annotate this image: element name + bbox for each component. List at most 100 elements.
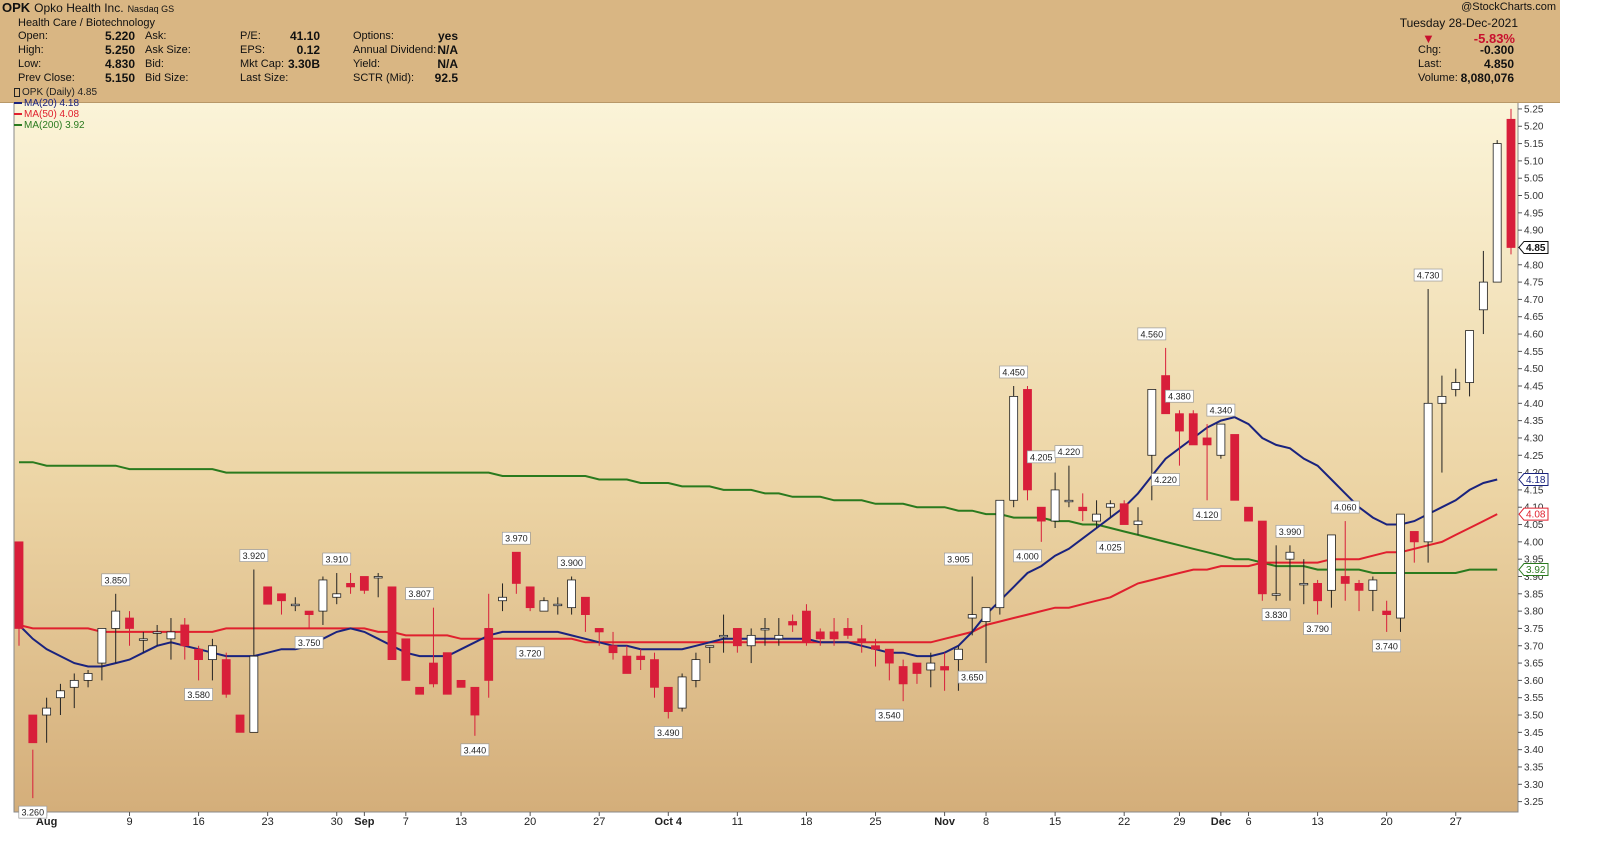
candle bbox=[1478, 250, 1488, 335]
last-marker-text: 3.92 bbox=[1526, 565, 1546, 576]
price-label: 4.340 bbox=[1206, 403, 1236, 417]
x-tick-label: 22 bbox=[1118, 816, 1130, 828]
price-label-text: 4.000 bbox=[1016, 551, 1039, 561]
quote-value: N/A bbox=[437, 57, 458, 71]
quote-label: EPS: bbox=[240, 44, 266, 56]
price-label-box bbox=[101, 573, 131, 587]
price-label-text: 4.060 bbox=[1334, 503, 1357, 513]
candle-body-down bbox=[1188, 413, 1198, 446]
price-label: 3.440 bbox=[460, 743, 490, 757]
price-label-box bbox=[184, 688, 213, 701]
y-tick-label: 3.35 bbox=[1524, 762, 1544, 773]
candle bbox=[650, 652, 659, 698]
ticker-symbol: OPK bbox=[2, 0, 31, 15]
sector-label: Health Care / Biotechnology bbox=[18, 17, 155, 29]
candle-body-down bbox=[125, 617, 134, 629]
price-label-box bbox=[1372, 639, 1402, 653]
candle-body-down bbox=[1202, 437, 1212, 446]
candle-body-down bbox=[346, 583, 355, 588]
candle bbox=[456, 679, 466, 688]
price-label-box bbox=[460, 743, 490, 757]
price-label-text: 3.910 bbox=[325, 555, 348, 565]
candle-body-down bbox=[1313, 583, 1322, 602]
candle bbox=[1078, 493, 1088, 522]
candle bbox=[359, 576, 369, 594]
candle-body-down bbox=[304, 610, 314, 615]
candle-body-up bbox=[981, 607, 991, 622]
quote-value: 5.250 bbox=[104, 43, 135, 57]
x-tick-label: 15 bbox=[1049, 816, 1061, 828]
y-tick-label: 3.55 bbox=[1524, 693, 1544, 704]
y-tick-label: 5.00 bbox=[1524, 191, 1544, 202]
quote-value: yes bbox=[437, 29, 458, 43]
y-tick-label: 3.75 bbox=[1524, 624, 1544, 635]
price-label-box bbox=[557, 556, 586, 569]
candle bbox=[691, 652, 701, 688]
candle-body-up bbox=[567, 579, 576, 609]
candle-body-down bbox=[1409, 531, 1419, 543]
price-label-text: 3.850 bbox=[104, 575, 127, 585]
price-label-box bbox=[999, 365, 1029, 379]
candle bbox=[1340, 521, 1350, 601]
y-tick-label: 4.75 bbox=[1524, 278, 1544, 289]
candle-body-up bbox=[1423, 402, 1433, 543]
x-tick-label: Nov bbox=[934, 816, 956, 828]
quote-value: 5.220 bbox=[104, 29, 135, 43]
candle bbox=[208, 638, 217, 681]
quote-label: Chg: bbox=[1418, 44, 1442, 56]
candle-body-up bbox=[1299, 583, 1309, 586]
price-label-text: 3.807 bbox=[408, 589, 431, 599]
y-tick-label: 3.60 bbox=[1524, 676, 1544, 687]
candle-body-down bbox=[1257, 520, 1267, 595]
x-tick-label: 30 bbox=[331, 816, 343, 828]
candle-body-up bbox=[691, 659, 701, 681]
candle-body-down bbox=[857, 638, 867, 643]
x-tick-label: Oct 4 bbox=[655, 816, 683, 828]
last-marker-price: 4.85 bbox=[1518, 240, 1549, 254]
candle-body-up bbox=[539, 600, 549, 612]
legend-text: MA(200) 3.92 bbox=[24, 120, 85, 131]
candle-body-down bbox=[429, 662, 438, 685]
candle-body-up bbox=[967, 614, 977, 619]
candle-body-up bbox=[249, 655, 259, 733]
candle-body-down bbox=[912, 662, 922, 674]
candle bbox=[525, 586, 535, 612]
candle-body-down bbox=[1036, 506, 1046, 522]
price-label-box bbox=[1165, 389, 1194, 403]
price-label-text: 3.990 bbox=[1279, 527, 1302, 537]
candle-body-up bbox=[1009, 395, 1019, 501]
candle bbox=[415, 686, 425, 695]
y-tick-label: 3.40 bbox=[1524, 745, 1544, 756]
candle bbox=[1036, 506, 1046, 542]
legend-item: OPK (Daily) 4.85 bbox=[14, 87, 97, 98]
y-tick-label: 3.25 bbox=[1524, 797, 1544, 808]
price-label-text: 4.560 bbox=[1141, 329, 1164, 339]
candle-body-down bbox=[650, 659, 659, 688]
candle bbox=[442, 652, 452, 695]
candle-body-up bbox=[318, 579, 328, 612]
candle bbox=[290, 597, 300, 612]
candle-body-down bbox=[622, 655, 632, 674]
candle bbox=[760, 618, 770, 646]
candle bbox=[138, 631, 148, 653]
candle bbox=[871, 638, 880, 667]
candle bbox=[1409, 531, 1419, 563]
quote-label: Open: bbox=[18, 30, 48, 42]
price-label-box bbox=[1330, 500, 1360, 514]
candle-body-down bbox=[594, 628, 604, 633]
price-label: 4.450 bbox=[999, 365, 1029, 379]
price-label: 3.920 bbox=[239, 549, 269, 562]
quote-label: Volume: bbox=[1418, 72, 1458, 84]
price-label: 3.540 bbox=[874, 708, 904, 722]
y-tick-label: 3.30 bbox=[1524, 780, 1544, 791]
price-label-box bbox=[1206, 403, 1236, 417]
candle-body-down bbox=[235, 714, 245, 733]
candle-body-down bbox=[511, 551, 521, 584]
candle-body-down bbox=[194, 648, 203, 661]
candle-body-up bbox=[83, 673, 93, 681]
candle-body-down bbox=[221, 659, 231, 695]
ma200-line bbox=[19, 461, 1498, 574]
legend-swatch bbox=[14, 102, 22, 105]
candle bbox=[498, 583, 507, 612]
last-value-markers: 4.85 4.18 4.08 3.92 bbox=[1518, 240, 1549, 577]
